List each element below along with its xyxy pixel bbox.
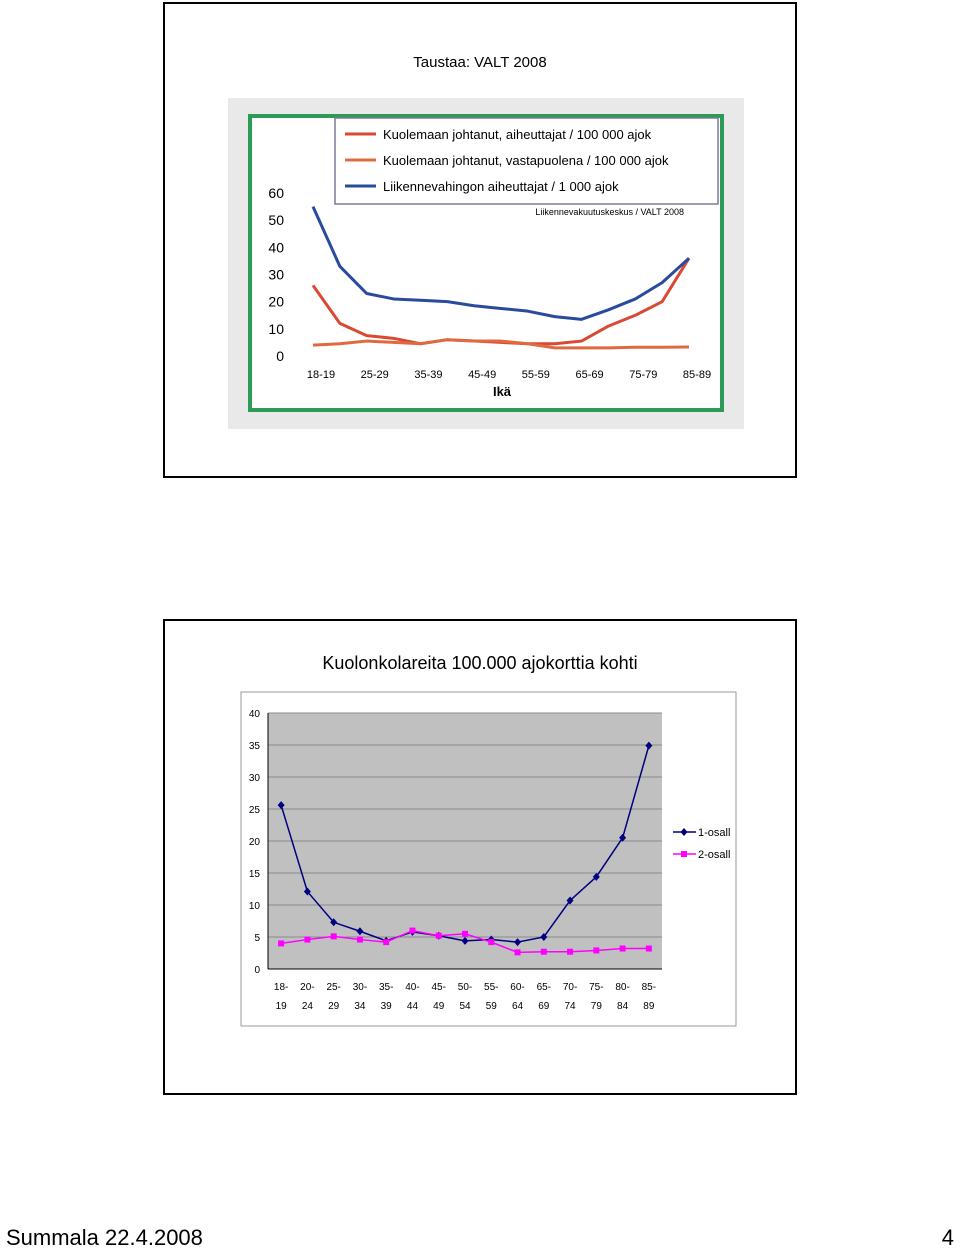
chart2-point-1 bbox=[592, 872, 600, 881]
chart2-x-tick-bottom: 34 bbox=[354, 1001, 366, 1012]
chart2-y-tick: 30 bbox=[249, 773, 261, 784]
chart2-x-tick-bottom: 84 bbox=[617, 1001, 629, 1012]
chart2-point-2 bbox=[435, 932, 442, 939]
chart1-x-tick: 55-59 bbox=[522, 369, 550, 381]
chart2-point-2 bbox=[304, 936, 311, 943]
chart2-y-tick: 5 bbox=[254, 933, 260, 944]
chart2-point-2 bbox=[383, 939, 390, 946]
chart1-y-tick: 10 bbox=[268, 321, 284, 337]
chart2-x-tick-top: 70- bbox=[563, 982, 577, 993]
chart1-x-tick: 75-79 bbox=[629, 369, 657, 381]
chart2-x-tick-top: 65- bbox=[537, 982, 551, 993]
chart1-y-tick: 20 bbox=[268, 294, 284, 310]
chart2-point-2 bbox=[567, 948, 574, 955]
chart1-y-tick: 50 bbox=[268, 212, 284, 228]
chart2-y-tick: 20 bbox=[249, 837, 261, 848]
chart2-x-tick-top: 50- bbox=[458, 982, 472, 993]
chart2-x-tick-top: 55- bbox=[484, 982, 498, 993]
chart2-x-tick-bottom: 69 bbox=[538, 1001, 550, 1012]
chart1-legend-label: Kuolemaan johtanut, aiheuttajat / 100 00… bbox=[383, 127, 652, 142]
chart2-y-tick: 10 bbox=[249, 901, 261, 912]
chart2-point-2 bbox=[488, 939, 495, 946]
chart1-legend-label: Liikennevahingon aiheuttajat / 1 000 ajo… bbox=[383, 179, 619, 194]
chart2-x-tick-top: 40- bbox=[405, 982, 419, 993]
chart2-point-1 bbox=[566, 896, 574, 905]
chart2-point-2 bbox=[540, 948, 547, 955]
chart1-x-tick: 18-19 bbox=[307, 369, 335, 381]
chart1-x-tick: 85-89 bbox=[683, 369, 711, 381]
chart2-x-tick-bottom: 74 bbox=[565, 1001, 577, 1012]
chart2-point-1 bbox=[514, 938, 522, 947]
chart1-y-tick: 40 bbox=[268, 239, 284, 255]
chart2-point-1 bbox=[330, 918, 338, 927]
slide-2-title: Kuolonkolareita 100.000 ajokorttia kohti bbox=[322, 653, 638, 673]
chart2-y-tick: 35 bbox=[249, 741, 261, 752]
chart2-x-tick-top: 80- bbox=[615, 982, 629, 993]
chart2-point-2 bbox=[278, 940, 285, 947]
chart1-y-tick: 30 bbox=[268, 267, 284, 283]
chart2-point-2 bbox=[514, 949, 521, 956]
chart1-x-tick: 65-69 bbox=[576, 369, 604, 381]
chart2-y-tick: 40 bbox=[249, 709, 261, 720]
chart2-x-tick-bottom: 44 bbox=[407, 1001, 419, 1012]
chart1-x-axis-label: Ikä bbox=[493, 384, 512, 399]
chart2-point-2 bbox=[356, 936, 363, 943]
chart2-point-2 bbox=[593, 947, 600, 954]
chart2-y-tick: 0 bbox=[254, 965, 260, 976]
chart1-source-note: Liikennevakuutuskeskus / VALT 2008 bbox=[535, 207, 684, 217]
chart2-legend-marker bbox=[680, 828, 688, 836]
chart2-point-2 bbox=[619, 945, 626, 952]
chart2-x-tick-top: 45- bbox=[432, 982, 446, 993]
chart2-x-tick-top: 30- bbox=[353, 982, 367, 993]
chart2-x-tick-bottom: 24 bbox=[302, 1001, 314, 1012]
chart1-legend-box bbox=[334, 117, 719, 205]
chart2-x-tick-bottom: 59 bbox=[486, 1001, 498, 1012]
chart2-x-tick-top: 35- bbox=[379, 982, 393, 993]
chart2-point-1 bbox=[356, 927, 364, 936]
chart2-x-tick-bottom: 89 bbox=[643, 1001, 655, 1012]
chart2-legend-label: 2-osall bbox=[698, 849, 730, 861]
chart1-x-tick: 35-39 bbox=[414, 369, 442, 381]
chart2-point-1 bbox=[303, 887, 311, 896]
chart2-x-tick-bottom: 19 bbox=[276, 1001, 288, 1012]
chart2-y-tick: 15 bbox=[249, 869, 261, 880]
chart2-point-2 bbox=[462, 930, 468, 937]
chart2-x-tick-top: 18- bbox=[274, 982, 288, 993]
chart2-x-tick-bottom: 49 bbox=[433, 1001, 445, 1012]
chart2-x-tick-top: 85- bbox=[642, 982, 656, 993]
chart1-y-tick: 0 bbox=[276, 348, 284, 364]
footer-author-date: Summala 22.4.2008 bbox=[6, 1225, 203, 1250]
chart1-x-tick: 45-49 bbox=[468, 369, 496, 381]
chart2-point-1 bbox=[277, 801, 285, 810]
chart2-x-tick-top: 60- bbox=[510, 982, 524, 993]
chart2-x-tick-bottom: 54 bbox=[459, 1001, 471, 1012]
chart2-legend-marker bbox=[681, 851, 687, 857]
slide-1-title: Taustaa: VALT 2008 bbox=[413, 54, 547, 71]
chart2-point-2 bbox=[409, 927, 416, 934]
chart2-point-1 bbox=[619, 833, 627, 842]
chart2-x-tick-top: 25- bbox=[326, 982, 340, 993]
chart2-point-2 bbox=[330, 933, 337, 940]
chart1-legend-label: Kuolemaan johtanut, vastapuolena / 100 0… bbox=[383, 153, 669, 168]
chart2-point-1 bbox=[461, 936, 469, 945]
chart1-y-tick: 60 bbox=[268, 185, 284, 201]
footer-page-number: 4 bbox=[941, 1225, 954, 1250]
chart2-x-tick-bottom: 29 bbox=[328, 1001, 340, 1012]
chart2-point-1 bbox=[540, 933, 548, 941]
chart2-point-1 bbox=[645, 741, 653, 750]
chart2-x-tick-bottom: 64 bbox=[512, 1001, 524, 1012]
chart2-legend-label: 1-osall bbox=[698, 827, 730, 839]
chart2-x-tick-top: 75- bbox=[589, 982, 603, 993]
chart1-series-line-3 bbox=[311, 205, 691, 321]
chart2-x-tick-top: 20- bbox=[300, 982, 314, 993]
chart2-y-tick: 25 bbox=[249, 805, 261, 816]
chart2-x-tick-bottom: 79 bbox=[591, 1001, 603, 1012]
chart2-point-2 bbox=[645, 945, 652, 952]
chart2-x-tick-bottom: 39 bbox=[381, 1001, 393, 1012]
chart1-x-tick: 25-29 bbox=[361, 369, 389, 381]
chart1-series-line-2 bbox=[312, 338, 690, 350]
